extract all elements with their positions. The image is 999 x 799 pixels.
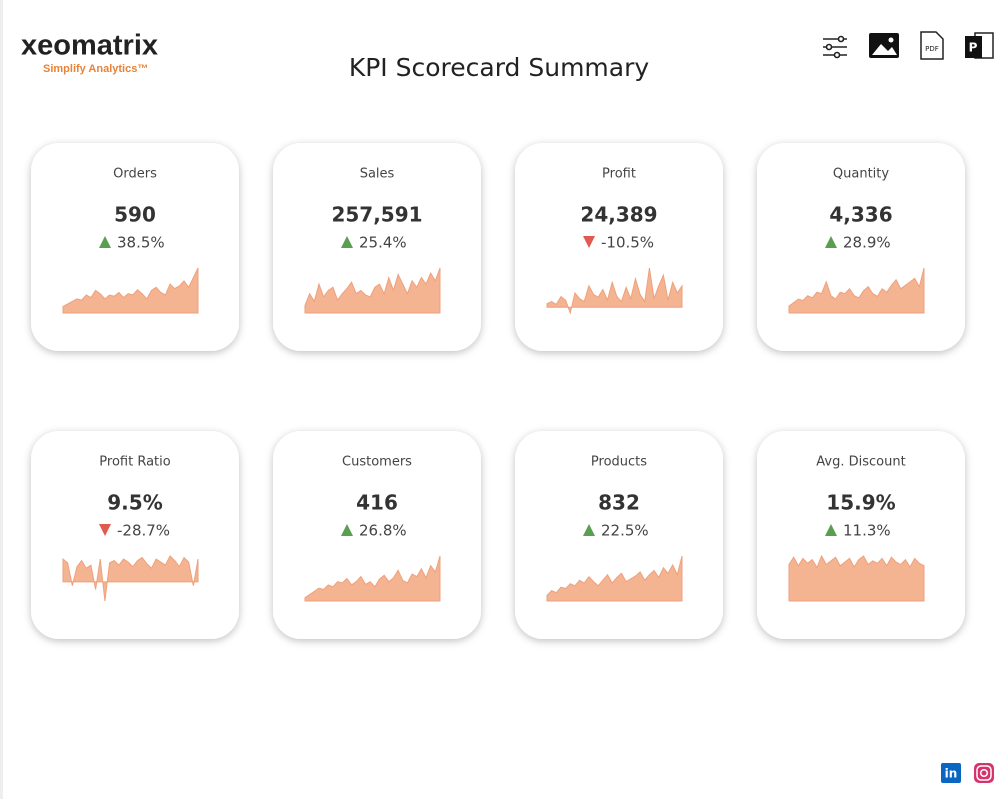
kpi-value: 416 [356, 491, 398, 515]
kpi-label: Sales [360, 167, 395, 182]
card-bg [31, 431, 239, 639]
canvas: xeomatrix Simplify Analytics™ KPI Scorec… [21, 30, 994, 783]
kpi-value: 9.5% [107, 491, 162, 515]
pdf-label: PDF [925, 45, 939, 53]
kpi-label: Profit [602, 167, 636, 182]
kpi-card: Profit 24,389 -10.5% [515, 143, 723, 351]
sparkline [788, 267, 925, 314]
kpi-value: 15.9% [826, 491, 895, 515]
sparkline [304, 267, 441, 314]
ppt-label: P [969, 41, 978, 55]
kpi-value: 4,336 [829, 203, 892, 227]
pdf-icon[interactable]: PDF [920, 31, 944, 60]
kpi-card: Quantity 4,336 28.9% [757, 143, 965, 351]
page-title: KPI Scorecard Summary [349, 53, 650, 82]
sparkline [304, 555, 441, 602]
kpi-change: 28.9% [843, 234, 891, 252]
kpi-change: 38.5% [117, 234, 165, 252]
up-arrow [341, 524, 353, 536]
kpi-value: 257,591 [331, 203, 422, 227]
kpi-card: Products 832 22.5% [515, 431, 723, 639]
up-arrow [583, 524, 595, 536]
up-arrow [341, 236, 353, 248]
up-arrow [825, 236, 837, 248]
kpi-value: 832 [598, 491, 640, 515]
kpi-label: Avg. Discount [816, 455, 905, 470]
kpi-value: 590 [114, 203, 156, 227]
kpi-change: 22.5% [601, 522, 649, 540]
up-arrow [825, 524, 837, 536]
kpi-label: Profit Ratio [99, 455, 170, 470]
filter-icon[interactable] [823, 35, 847, 59]
kpi-card: Orders 590 38.5% [31, 143, 239, 351]
sparkline [546, 555, 683, 602]
kpi-label: Customers [342, 455, 412, 470]
sparkline [546, 267, 683, 315]
kpi-change: 25.4% [359, 234, 407, 252]
down-arrow [99, 524, 111, 536]
kpi-card: Profit Ratio 9.5% -28.7% [31, 431, 239, 639]
linkedin-icon[interactable]: in [941, 763, 961, 783]
tagline: Simplify Analytics™ [43, 63, 148, 75]
kpi-value: 24,389 [580, 203, 657, 227]
kpi-change: 26.8% [359, 522, 407, 540]
linkedin-label: in [945, 767, 958, 781]
sparkline [788, 554, 925, 602]
kpi-card: Sales 257,591 25.4% [273, 143, 481, 351]
kpi-change: -28.7% [117, 522, 170, 540]
kpi-label: Products [591, 455, 647, 470]
sparkline [62, 267, 199, 314]
kpi-label: Orders [113, 167, 157, 182]
image-icon[interactable] [869, 33, 899, 58]
kpi-card: Avg. Discount 15.9% 11.3% [757, 431, 965, 639]
kpi-card: Customers 416 26.8% [273, 431, 481, 639]
down-arrow [583, 236, 595, 248]
ppt-icon[interactable]: P [965, 32, 994, 59]
up-arrow [99, 236, 111, 248]
kpi-label: Quantity [833, 167, 889, 182]
kpi-change: 11.3% [843, 522, 891, 540]
kpi-change: -10.5% [601, 234, 654, 252]
logo: xeomatrix [21, 30, 158, 62]
sparkline [62, 555, 199, 602]
instagram-icon[interactable] [974, 763, 994, 783]
